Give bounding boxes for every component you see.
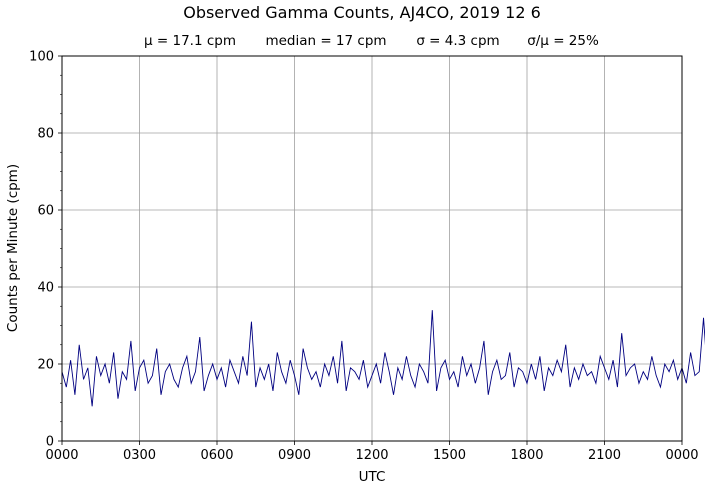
y-tick-label: 20 (37, 358, 54, 373)
x-tick-label: 0600 (200, 448, 233, 463)
chart-title: Observed Gamma Counts, AJ4CO, 2019 12 6 (183, 3, 541, 22)
x-axis-label: UTC (359, 469, 386, 485)
y-tick-label: 80 (37, 127, 54, 142)
x-axis-ticks: 0000 0300 0600 0900 1200 1500 1800 2100 0000 (45, 441, 699, 463)
subtitle-sigma: σ = 4.3 cpm (416, 33, 499, 49)
y-tick-label: 100 (29, 50, 54, 65)
grid-lines (61, 56, 683, 441)
y-axis-label: Counts per Minute (cpm) (5, 164, 21, 332)
y-axis-ticks: 0 20 40 60 80 100 (29, 50, 62, 450)
y-tick-label: 0 (46, 435, 54, 450)
y-tick-label: 40 (37, 281, 54, 296)
x-tick-label: 2100 (588, 448, 621, 463)
x-tick-label: 0300 (123, 448, 156, 463)
x-tick-label: 1200 (355, 448, 388, 463)
x-tick-label: 0000 (665, 448, 698, 463)
x-tick-label: 0900 (278, 448, 311, 463)
gamma-count-series (61, 310, 705, 407)
x-tick-label: 1800 (510, 448, 543, 463)
subtitle-ratio: σ/μ = 25% (527, 33, 599, 49)
subtitle-mean: μ = 17.1 cpm (144, 33, 236, 49)
y-tick-label: 60 (37, 204, 54, 219)
x-tick-label: 0000 (45, 448, 78, 463)
plot-area (61, 310, 705, 407)
subtitle-median: median = 17 cpm (265, 33, 386, 49)
x-tick-label: 1500 (433, 448, 466, 463)
